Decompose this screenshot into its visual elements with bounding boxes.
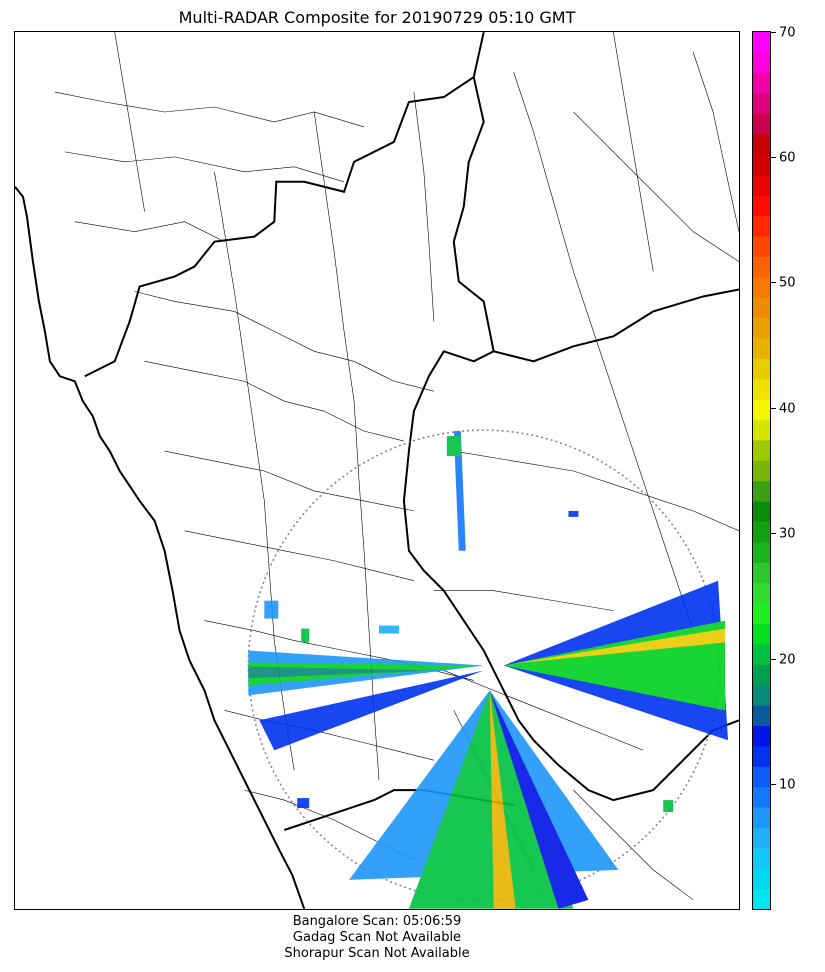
- colorbar-gradient: [753, 32, 770, 909]
- echo-north-patch: [446, 436, 461, 457]
- colorbar-tick-label: 60: [779, 150, 796, 166]
- colorbar-tick-label: 70: [779, 25, 796, 41]
- colorbar-band: [753, 419, 770, 441]
- colorbar-band: [753, 623, 770, 645]
- colorbar-band: [753, 847, 770, 869]
- colorbar: [752, 31, 771, 910]
- colorbar-tick: [771, 533, 776, 534]
- colorbar-band: [753, 72, 770, 94]
- colorbar-tick: [771, 157, 776, 158]
- colorbar-band: [753, 480, 770, 502]
- caption-gadag: Gadag Scan Not Available: [292, 930, 462, 945]
- colorbar-band: [753, 868, 770, 890]
- colorbar-band: [753, 745, 770, 767]
- colorbar-band: [753, 664, 770, 686]
- colorbar-band: [753, 317, 770, 339]
- colorbar-tick-label: 50: [779, 275, 796, 291]
- caption-bangalore: Bangalore Scan: 05:06:59: [292, 914, 462, 929]
- colorbar-band: [753, 358, 770, 380]
- colorbar-band: [753, 276, 770, 298]
- colorbar-tick: [771, 659, 776, 660]
- colorbar-band: [753, 786, 770, 808]
- colorbar-tick: [771, 282, 776, 283]
- echo-scatter-5: [264, 600, 279, 619]
- colorbar-band: [753, 378, 770, 400]
- colorbar-band: [753, 562, 770, 584]
- echo-scatter-1: [378, 625, 399, 634]
- colorbar-band: [753, 643, 770, 665]
- district-lines: [54, 32, 739, 901]
- colorbar-band: [753, 725, 770, 747]
- radar-map[interactable]: [14, 31, 740, 910]
- colorbar-band: [753, 888, 770, 909]
- map-title: Multi-RADAR Composite for 20190729 05:10…: [178, 8, 576, 27]
- colorbar-band: [753, 541, 770, 563]
- echo-west-inner: [248, 666, 434, 679]
- colorbar-band: [753, 52, 770, 74]
- colorbar-tick-label: 30: [779, 526, 796, 542]
- echo-east-yellow: [513, 628, 726, 664]
- colorbar-band: [753, 174, 770, 196]
- colorbar-band: [753, 297, 770, 319]
- colorbar-tick: [771, 408, 776, 409]
- echo-south-core: [408, 690, 574, 909]
- state-boundary-east: [402, 76, 739, 802]
- radar-echoes: [248, 431, 729, 909]
- colorbar-band: [753, 807, 770, 828]
- state-boundary: [84, 32, 485, 378]
- colorbar-band: [753, 582, 770, 604]
- colorbar-band: [753, 113, 770, 135]
- colorbar-tick-label: 10: [779, 777, 796, 793]
- colorbar-band: [753, 705, 770, 726]
- colorbar-band: [753, 154, 770, 176]
- echo-north-streak: [453, 431, 466, 551]
- colorbar-band: [753, 93, 770, 115]
- colorbar-band: [753, 337, 770, 359]
- colorbar-tick: [771, 784, 776, 785]
- colorbar-tick: [771, 32, 776, 33]
- echo-south-dark: [489, 690, 589, 909]
- colorbar-tick-label: 40: [779, 401, 796, 417]
- colorbar-band: [753, 399, 770, 421]
- echo-sw-band: [259, 670, 484, 751]
- echo-scatter-3: [663, 800, 674, 813]
- colorbar-band: [753, 603, 770, 624]
- colorbar-band: [753, 827, 770, 849]
- map-canvas: [15, 32, 739, 909]
- colorbar-band: [753, 133, 770, 155]
- echo-south-yellow: [489, 690, 516, 909]
- colorbar-tick-label: 20: [779, 652, 796, 668]
- colorbar-band: [753, 684, 770, 706]
- coastline: [15, 186, 306, 909]
- colorbar-band: [753, 766, 770, 788]
- colorbar-band: [753, 439, 770, 461]
- echo-scatter-2: [297, 798, 310, 809]
- colorbar-band: [753, 460, 770, 482]
- colorbar-band: [753, 195, 770, 217]
- echo-scatter-4: [568, 510, 579, 517]
- colorbar-band: [753, 256, 770, 278]
- state-boundary-ne: [493, 288, 739, 363]
- colorbar-band: [753, 235, 770, 257]
- colorbar-band: [753, 521, 770, 543]
- colorbar-band: [753, 215, 770, 237]
- colorbar-band: [753, 32, 770, 53]
- echo-scatter-6: [301, 628, 310, 643]
- caption-shorapur: Shorapur Scan Not Available: [284, 946, 470, 961]
- colorbar-band: [753, 501, 770, 522]
